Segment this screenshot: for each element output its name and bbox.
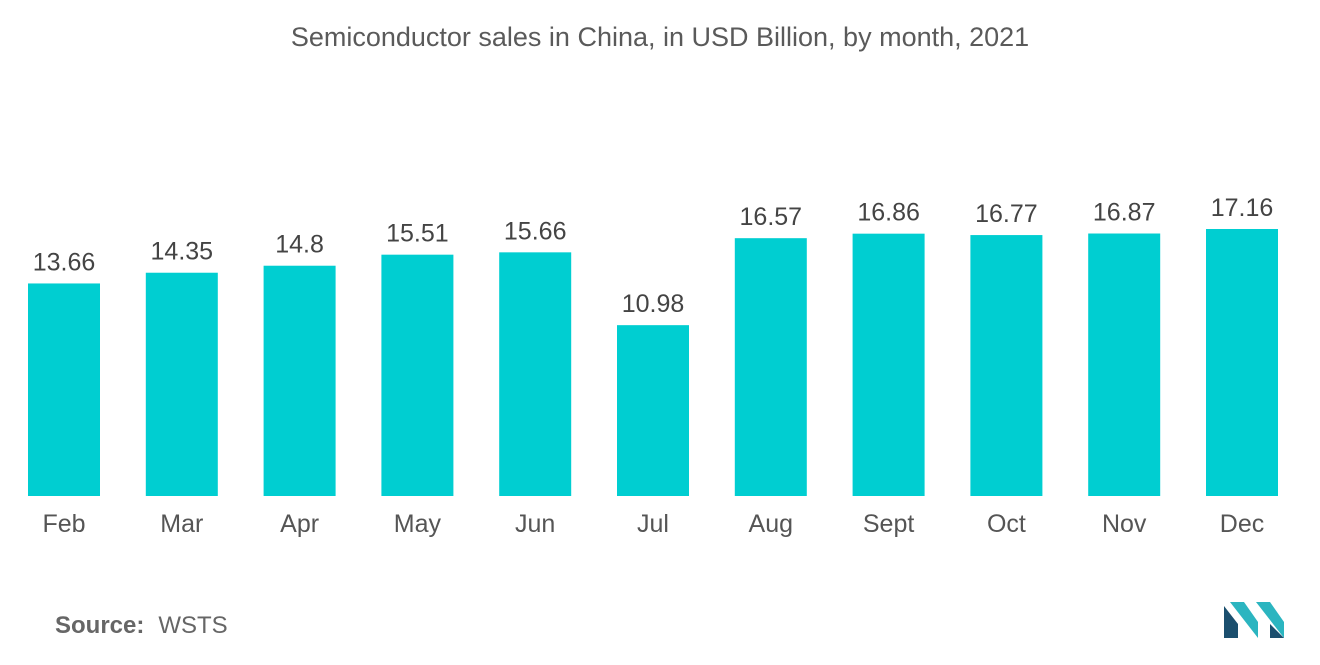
bar-apr [263, 265, 336, 496]
x-tick-may: May [394, 510, 442, 538]
value-label-jul: 10.98 [622, 290, 685, 318]
x-tick-sept: Sept [863, 510, 914, 538]
value-label-nov: 16.87 [1093, 199, 1156, 227]
x-tick-feb: Feb [42, 510, 85, 538]
bar-oct [970, 235, 1043, 496]
bar-jun [499, 252, 572, 496]
x-tick-dec: Dec [1220, 510, 1264, 538]
value-label-dec: 17.16 [1211, 194, 1274, 222]
value-label-mar: 14.35 [151, 238, 214, 266]
value-labels-group: 13.66 14.35 14.8 15.51 15.66 10.98 16.57 16.86 1… [33, 194, 1274, 318]
bar-chart: 13.66 14.35 14.8 15.51 15.66 10.98 16.57 16.86 1… [28, 194, 1278, 538]
value-label-aug: 16.57 [740, 203, 803, 231]
chart-title: Semiconductor sales in China, in USD Bil… [290, 22, 1030, 52]
bar-may [381, 254, 454, 496]
bar-nov [1088, 233, 1161, 496]
source-value: WSTS [158, 612, 228, 639]
bars-group [28, 229, 1278, 497]
value-label-apr: 14.8 [275, 231, 324, 259]
value-label-sept: 16.86 [857, 199, 920, 227]
x-tick-jun: Jun [515, 510, 555, 538]
bar-jul [617, 325, 689, 496]
source-label: Source: [55, 612, 145, 639]
mordor-intelligence-logo-icon [1224, 602, 1284, 638]
value-label-may: 15.51 [386, 220, 449, 248]
x-tick-oct: Oct [987, 510, 1026, 538]
bar-sept [852, 233, 925, 496]
value-label-feb: 13.66 [33, 248, 96, 276]
source-note: Source: WSTS [55, 612, 228, 640]
x-tick-aug: Aug [749, 510, 793, 538]
x-tick-mar: Mar [160, 510, 203, 538]
x-tick-apr: Apr [280, 510, 319, 538]
bar-aug [734, 238, 807, 497]
x-tick-labels-group: Feb Mar Apr May Jun Jul Aug Sept Oct Nov Dec [42, 510, 1264, 538]
value-label-oct: 16.77 [975, 200, 1038, 228]
bar-feb [28, 283, 100, 496]
bar-mar [145, 272, 218, 496]
x-tick-nov: Nov [1102, 510, 1147, 538]
value-label-jun: 15.66 [504, 217, 567, 245]
x-tick-jul: Jul [637, 510, 669, 538]
bar-dec [1206, 229, 1278, 496]
